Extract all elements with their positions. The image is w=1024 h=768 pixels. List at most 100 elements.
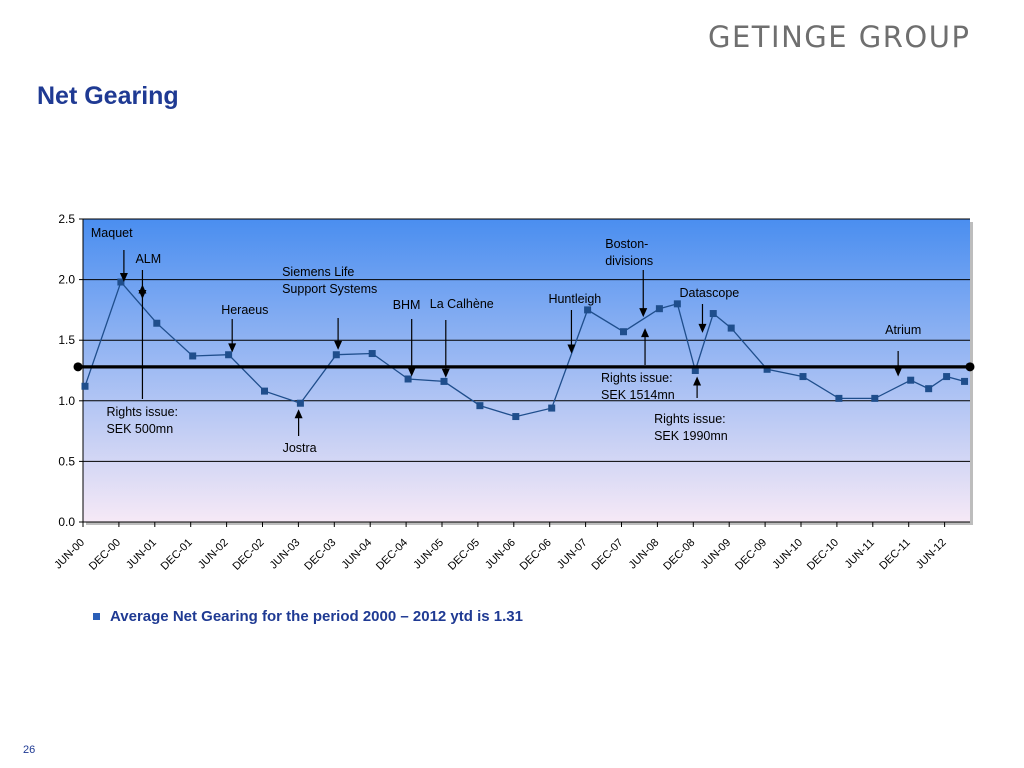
annotation-label: Rights issue: xyxy=(601,371,673,385)
data-point xyxy=(835,394,843,402)
annotation-label: divisions xyxy=(605,254,653,268)
x-tick-label: DEC-08 xyxy=(661,537,697,573)
data-point xyxy=(763,365,771,373)
data-point xyxy=(189,352,197,360)
y-tick-label: 2.5 xyxy=(58,212,75,226)
annotation-arrow-head xyxy=(641,328,650,338)
data-point xyxy=(691,367,699,374)
x-tick-label: DEC-00 xyxy=(87,537,123,573)
x-tick-label: JUN-12 xyxy=(914,537,949,572)
page-number: 26 xyxy=(23,744,36,756)
annotation-label: SEK 500mn xyxy=(106,422,173,436)
data-point xyxy=(943,373,951,381)
x-tick-label: JUN-00 xyxy=(52,537,87,572)
annotation-arrow-head xyxy=(407,367,416,377)
x-tick-label: DEC-06 xyxy=(518,537,554,573)
data-point xyxy=(225,351,233,359)
x-tick-label: DEC-07 xyxy=(589,537,625,573)
annotation-arrow-head xyxy=(441,368,450,378)
data-point xyxy=(296,399,304,407)
average-line-start-dot xyxy=(73,362,83,372)
annotation-label: SEK 1990mn xyxy=(654,429,728,443)
annotation-label: Atrium xyxy=(885,323,921,337)
x-tick-label: DEC-11 xyxy=(877,537,913,573)
data-point xyxy=(673,300,681,308)
x-tick-label: JUN-02 xyxy=(196,537,231,572)
bullet-square-icon xyxy=(93,613,100,620)
data-point xyxy=(925,385,933,393)
data-point xyxy=(512,413,520,421)
x-tick-label: JUN-05 xyxy=(411,537,446,572)
x-tick-label: JUN-09 xyxy=(698,537,733,572)
y-tick-label: 1.0 xyxy=(58,394,75,408)
annotation-label: Maquet xyxy=(91,226,133,240)
data-point xyxy=(727,324,735,332)
annotation-arrow-head xyxy=(693,376,702,386)
x-tick-label: DEC-01 xyxy=(159,537,195,573)
data-point xyxy=(799,373,807,381)
annotation-arrow-head xyxy=(294,409,303,419)
annotation-arrow-head xyxy=(698,323,707,333)
x-tick-label: DEC-03 xyxy=(302,537,338,573)
data-point xyxy=(548,404,556,412)
data-point xyxy=(584,306,592,314)
data-point xyxy=(261,387,268,395)
annotation-label: ALM xyxy=(135,252,161,266)
data-point xyxy=(440,377,448,385)
annotation-arrow-head xyxy=(334,340,343,350)
page-title: Net Gearing xyxy=(37,82,179,110)
summary-bullet: Average Net Gearing for the period 2000 … xyxy=(93,608,523,625)
annotation-label: Siemens Life xyxy=(282,265,354,279)
annotation-label: Rights issue: xyxy=(106,405,178,419)
data-point xyxy=(332,351,340,359)
data-point xyxy=(709,310,717,318)
annotation-arrow-head xyxy=(138,284,147,294)
annotation-arrow-head xyxy=(639,308,648,318)
y-tick-label: 2.0 xyxy=(58,273,75,287)
x-tick-label: DEC-02 xyxy=(230,537,266,573)
x-tick-label: JUN-01 xyxy=(124,537,159,572)
annotation-label: Rights issue: xyxy=(654,412,726,426)
data-point xyxy=(81,382,89,390)
annotation-label: Heraeus xyxy=(221,303,268,317)
data-point xyxy=(153,319,161,327)
annotation-arrow-head xyxy=(119,273,128,283)
annotation-label: BHM xyxy=(393,298,421,312)
data-point xyxy=(907,376,915,384)
x-tick-label: JUN-10 xyxy=(770,537,805,572)
plot-area xyxy=(83,219,970,522)
data-point xyxy=(961,377,969,385)
annotation-label: SEK 1514mn xyxy=(601,388,675,402)
annotation-arrow-head xyxy=(567,344,576,354)
company-logo: GETINGE GROUP xyxy=(708,20,971,54)
annotation-label: Jostra xyxy=(283,441,317,455)
data-point xyxy=(655,305,663,313)
summary-text: Average Net Gearing for the period 2000 … xyxy=(110,608,523,625)
y-tick-label: 0.5 xyxy=(58,454,75,468)
x-tick-label: JUN-03 xyxy=(268,537,303,572)
y-tick-label: 0.0 xyxy=(58,515,75,529)
data-point xyxy=(620,328,627,336)
x-tick-label: JUN-11 xyxy=(843,537,877,571)
data-point xyxy=(404,375,412,383)
annotation-label: Boston- xyxy=(605,237,648,251)
x-tick-label: JUN-07 xyxy=(555,537,590,572)
x-tick-label: JUN-06 xyxy=(483,537,518,572)
annotation-label: Datascope xyxy=(679,286,739,300)
annotation-arrow-head xyxy=(228,343,237,353)
data-point xyxy=(117,278,125,286)
annotation-arrow-head xyxy=(894,367,903,377)
data-point xyxy=(368,350,376,358)
x-tick-label: DEC-04 xyxy=(374,537,410,573)
annotation-label: La Calhène xyxy=(430,297,494,311)
x-tick-label: DEC-09 xyxy=(733,537,769,573)
data-point xyxy=(476,402,484,410)
average-line-end-dot xyxy=(965,362,975,372)
annotation-label: Huntleigh xyxy=(548,292,601,306)
x-tick-label: JUN-08 xyxy=(627,537,662,572)
annotation-label: Support Systems xyxy=(282,282,377,296)
data-point xyxy=(871,394,879,402)
x-tick-label: DEC-10 xyxy=(805,537,841,573)
x-tick-label: JUN-04 xyxy=(339,537,374,572)
